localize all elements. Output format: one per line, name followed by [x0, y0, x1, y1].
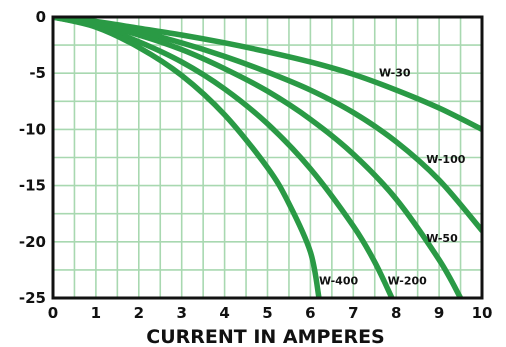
y-tick-label: -15: [19, 177, 46, 195]
series-lines: [53, 17, 482, 298]
series-line-w-50: [53, 17, 464, 298]
x-axis-ticks: 0 1 2 3 4 5 6 7 8 9 10: [48, 304, 493, 322]
x-tick-label: 6: [305, 304, 315, 322]
series-label-w-100: W-100: [426, 153, 466, 166]
x-tick-label: 5: [262, 304, 272, 322]
x-axis-title: CURRENT IN AMPERES: [146, 326, 384, 347]
series-label-w-50: W-50: [426, 232, 458, 245]
y-tick-label: 0: [36, 8, 46, 26]
plot-frame: [51, 15, 484, 300]
series-label-w-30: W-30: [379, 67, 411, 80]
x-tick-label: 7: [348, 304, 358, 322]
y-tick-label: -10: [19, 120, 46, 138]
y-axis-ticks: 0 -5 -10 -15 -20 -25: [19, 8, 46, 307]
series-line-w-400: [53, 17, 322, 298]
y-tick-label: -25: [19, 289, 46, 307]
x-tick-label: 8: [391, 304, 401, 322]
series-labels: W-30 W-100 W-50 W-200 W-400: [319, 67, 466, 288]
y-tick-label: -20: [19, 233, 46, 251]
x-tick-label: 4: [219, 304, 229, 322]
x-tick-label: 0: [48, 304, 58, 322]
x-tick-label: 10: [472, 304, 493, 322]
x-tick-label: 9: [434, 304, 444, 322]
series-line-w-200: [53, 17, 395, 298]
series-label-w-400: W-400: [319, 275, 359, 288]
series-label-w-200: W-200: [388, 275, 428, 288]
x-tick-label: 2: [134, 304, 144, 322]
y-tick-label: -5: [29, 64, 46, 82]
x-tick-label: 3: [176, 304, 186, 322]
x-tick-label: 1: [91, 304, 101, 322]
